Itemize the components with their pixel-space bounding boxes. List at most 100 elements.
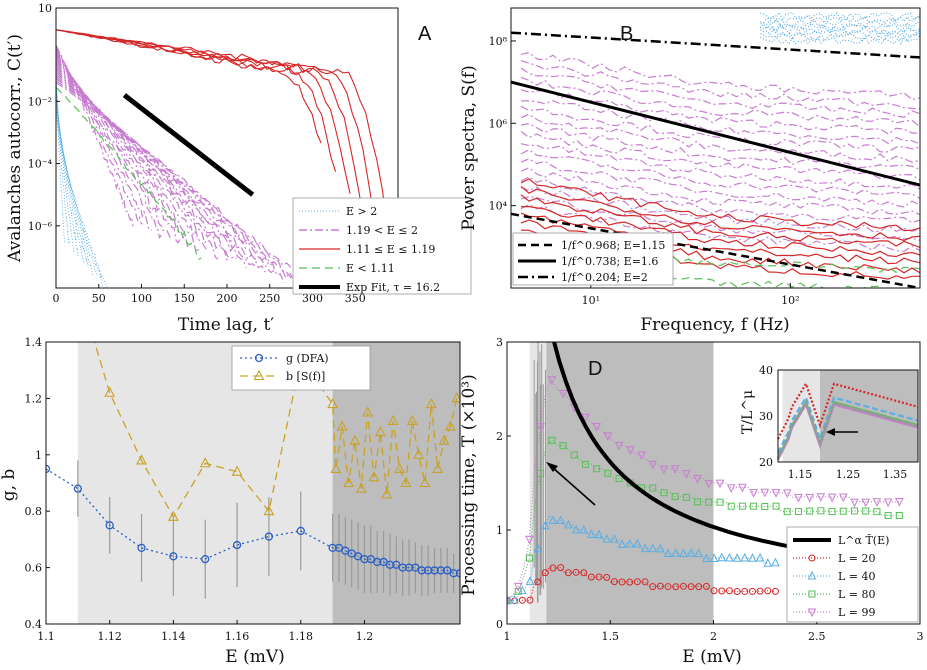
panel-d-point	[749, 489, 758, 498]
panel-c-ylabel: g, b	[0, 469, 19, 502]
panel-d-point	[513, 582, 523, 592]
panel-d-point	[603, 432, 613, 441]
panel-d-point	[771, 587, 779, 595]
panel-d-point	[694, 548, 704, 557]
panel-c-ytick-label: 1.2	[25, 392, 43, 405]
panel-c-g-point	[105, 521, 114, 530]
panel-d-point	[827, 493, 837, 503]
panel-c-legend-marker	[254, 353, 264, 363]
panel-d-point	[679, 582, 687, 590]
panel-d-point	[716, 498, 724, 506]
panel-d-point	[510, 594, 519, 604]
panel-c: 1.1 1.12 1.14 1.16 1.18 1.2 0.4 0.6 0.8 1 1.2 1.4 E…	[0, 336, 461, 667]
panel-c-b-point	[167, 510, 179, 521]
panel-d-point	[702, 553, 711, 563]
panel-d-point	[595, 573, 603, 581]
panel-c-b-point	[104, 386, 116, 397]
panel-a-curve	[56, 82, 313, 287]
panel-d-ylabel: Processing time, T (×10³)	[459, 374, 479, 595]
panel-d-legend-label: L = 40	[838, 570, 876, 583]
panel-a-curve	[56, 64, 229, 263]
panel-c-legend-box	[231, 345, 371, 391]
panel-b-legend-items: 1/f^0.968; E=1.15 1/f^0.738; E=1.6 1/f^0.2…	[518, 239, 665, 284]
panel-a-curve	[56, 68, 247, 268]
panel-d-point	[633, 538, 642, 548]
panel-c-ytick-label: 0.4	[25, 618, 43, 631]
panel-c-b-point	[374, 426, 386, 437]
panel-d-point	[525, 576, 535, 585]
inset-xtick-1-35: 1.35	[883, 468, 908, 481]
panel-d-xtick-label: 1.5	[602, 630, 620, 643]
panel-d-point	[571, 524, 581, 534]
panel-a-curve	[56, 78, 295, 280]
panel-d-ytick-label: 2	[496, 430, 503, 443]
panel-d-point	[805, 493, 814, 503]
panel-d-point	[702, 582, 710, 590]
inset-frame	[777, 369, 919, 463]
panel-a-curve	[56, 79, 80, 258]
inset-curve	[777, 400, 919, 459]
panel-d-point	[761, 502, 769, 510]
panel-d-point	[537, 469, 545, 477]
panel-d-point	[604, 469, 612, 477]
panel-b-curve	[520, 158, 920, 208]
panel-b-curve	[760, 11, 920, 22]
panel-d-point	[672, 583, 680, 591]
panel-d-point	[755, 552, 765, 562]
panel-d-point	[710, 587, 718, 595]
panel-d-point	[518, 585, 527, 595]
panel-a-legend-label: 1.19 < E ≤ 2	[346, 224, 418, 237]
panel-d-point	[648, 543, 658, 553]
panel-d-point	[771, 557, 780, 567]
panel-a-letter: A	[418, 23, 432, 45]
panel-a-curve	[56, 50, 162, 240]
panel-d-point	[726, 484, 736, 493]
panel-d-point	[693, 474, 702, 484]
panel-c-b-point	[136, 454, 147, 465]
panel-d-point	[572, 568, 580, 576]
panel-b-curve	[760, 25, 920, 36]
panel-b-curve	[520, 185, 920, 242]
panel-d-point	[727, 502, 735, 510]
panel-a-legend: E > 2 1.19 < E ≤ 2 1.11 ≤ E ≤ 1.19 E < 1.11…	[292, 197, 472, 295]
panel-d-point	[533, 543, 542, 553]
panel-c-xtick-label: 1.12	[97, 630, 122, 643]
panel-c-b-point	[199, 457, 211, 468]
panel-c-xtick-label: 1.18	[289, 630, 314, 643]
panel-a-curve	[56, 76, 285, 283]
panel-d-point	[872, 498, 882, 507]
panel-d-point	[839, 507, 847, 515]
panel-d-point	[626, 578, 634, 586]
panel-d-point	[851, 507, 859, 515]
panel-a-xtick-label: 50	[92, 292, 106, 305]
panel-d-point	[570, 451, 578, 459]
panel-d-point	[507, 597, 512, 606]
panel-a-series	[56, 29, 395, 288]
panel-a-legend-items: E > 2 1.19 < E ≤ 2 1.11 ≤ E ≤ 1.19 E < 1.11…	[299, 205, 440, 294]
panel-c-g-point	[455, 569, 460, 578]
panel-b-curve	[520, 194, 920, 249]
panel-d-point	[660, 489, 668, 497]
panel-b-fit-line	[511, 31, 920, 59]
panel-d-legend-marker	[808, 590, 816, 598]
panel-c-b-point	[263, 505, 275, 516]
panel-c-b-point	[362, 406, 374, 417]
panel-d-legend-label: L^α T̃(E)	[838, 534, 889, 547]
panel-d-legend-box	[786, 526, 919, 623]
panel-b-curve	[520, 99, 920, 145]
panel-c-b-point	[432, 462, 444, 473]
panel-d-point	[816, 493, 826, 502]
panel-d-point	[603, 573, 611, 581]
panel-b-fit-line	[511, 80, 920, 187]
panel-d-point	[763, 558, 773, 567]
panel-c-b-point	[406, 414, 418, 426]
panel-d-point	[656, 543, 665, 553]
panel-b-ylabel: Power spectra, S(f)	[459, 65, 479, 230]
panel-d-point	[548, 515, 558, 524]
panel-d-point	[861, 498, 871, 508]
panel-c-legend-label: b [S(f)]	[286, 370, 325, 383]
panel-b-fit-lines	[511, 31, 920, 288]
panel-c-b-point	[336, 420, 348, 431]
panel-b-curve	[520, 105, 920, 153]
